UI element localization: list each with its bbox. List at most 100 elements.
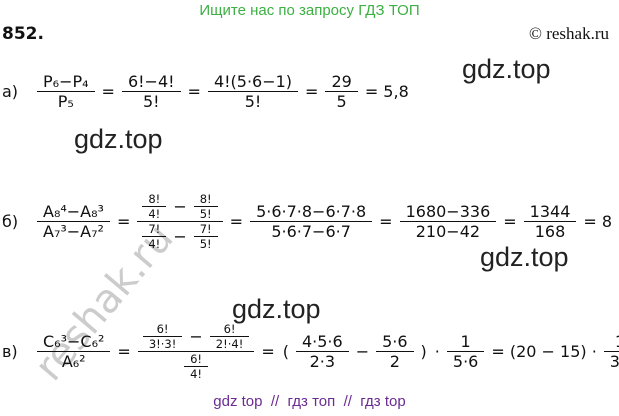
fraction-bar [193,206,218,207]
math-text: = 5,8 [364,82,409,101]
denominator: P₅ [52,92,80,111]
math-text: 5·6 [452,352,479,371]
fraction-bar [137,221,223,222]
numerator: 8! 4! −8! 5! [137,192,222,221]
numerator: 1 [455,332,477,351]
numerator: A₈⁴−A₈³ [37,202,110,221]
fraction-bar [37,221,110,222]
fraction-bar [37,351,111,352]
banner: Ищите нас по запросу ГДЗ ТОП [199,2,420,19]
math-text: − [355,342,370,361]
numerator: 1 [609,332,619,351]
numerator: 1680−336 [400,202,497,221]
numerator: 5·6·7·8−6·7·8 [250,202,372,221]
fraction-bar [142,236,167,237]
fraction: 7! 4! [142,222,167,251]
fraction-bar [137,351,255,352]
math-text: = (20 − 15) · [491,342,597,361]
numerator: 6! 3!·3! −6! 2!·4! [138,322,255,351]
math-text: − [189,327,203,346]
problem: а) P₆−P₄ P₅ = 6!−4! 5! = 4!(5·6−1) 5! = 29 5 = 5,8 [2,72,413,111]
exercise-number: 852. [2,24,44,44]
denominator: 2!·4! [210,337,250,351]
numerator: 4·5·6 [296,332,349,351]
math-text: 4!(5·6−1) [213,72,293,91]
math-text: ( [282,342,289,361]
math-text: 5 [336,92,347,111]
fraction-bar [193,236,218,237]
numerator: 6! [184,352,208,366]
fraction: 29 5 [325,72,358,111]
fraction: 8! 4! −8! 5! 7! 4! −7! 5! [137,192,223,251]
numerator: P₆−P₄ [37,72,95,91]
denominator: 5! [239,92,268,111]
math-text: 29 [331,72,352,91]
math-text: 2!·4! [215,337,244,351]
math-text: 4! [148,237,161,251]
math-text: 5! [199,237,212,251]
watermark: gdz.top [462,54,551,84]
denominator: 6! 4! [179,352,213,381]
math-text: P₆−P₄ [43,72,89,91]
denominator: 30 [604,352,619,371]
denominator: 7! 4! −7! 5! [137,222,222,251]
math-text: 7! [148,222,161,236]
math-text: C₆³−C₆² [43,332,105,351]
numerator: 1344 [524,202,577,221]
math-text: 3!·3! [148,337,177,351]
numerator: 7! [194,222,218,236]
fraction-bar [399,221,497,222]
problem-label: а) [2,82,19,101]
math-text: A₆² [61,352,86,371]
math-text: 6! [156,322,169,336]
math-text: 5! [244,92,262,111]
denominator: 4! [142,237,166,251]
numerator: 29 [325,72,357,91]
denominator: 5! [137,92,166,111]
fraction-bar [121,91,181,92]
math-text: = 8 [583,212,613,231]
math-text: 6! [190,352,203,366]
watermark: gdz.top [480,242,569,272]
math-text: 6! [223,322,236,336]
math-text: − [173,227,187,246]
fraction-bar [446,351,485,352]
math-text: = [116,212,131,231]
fraction: 6! 3!·3! −6! 2!·4! 6! 4! [137,322,255,381]
numerator: C₆³−C₆² [37,332,110,351]
math-text: 1 [615,332,619,351]
denominator: 5·6·7−6·7 [265,222,357,241]
denominator: A₆² [56,352,92,371]
numerator: 4!(5·6−1) [208,72,298,91]
math-text: = [503,212,517,231]
math-text: 30 [609,352,619,371]
denominator: 4! [184,367,208,381]
math-text: A₈⁴−A₈³ [43,202,104,221]
fraction: 1344 168 [523,202,577,241]
fraction-bar [142,336,183,337]
fraction: 4!(5·6−1) 5! [207,72,299,111]
math-text: 1344 [529,202,571,221]
denominator: A₇³−A₇² [37,222,110,241]
math-text: = [305,82,319,101]
fraction-bar [376,351,414,352]
numerator: 7! [142,222,166,236]
problem: в) C₆³−C₆² A₆² = 6! 3!·3! −6! 2!·4! 6! 4! =(4·5·6 2… [2,322,619,381]
footer: gdz top // гдз топ // гдз top [213,393,406,410]
fraction: 1 5·6 [446,332,485,371]
math-text: 4·5·6 [301,332,343,351]
math-text: = [261,342,275,361]
math-text: = [229,212,244,231]
fraction: 8! 4! [142,192,167,221]
fraction-bar [295,351,349,352]
denominator: 2 [384,352,406,371]
denominator: 5 [331,92,353,111]
denominator: 4! [142,207,166,221]
fraction: 4·5·6 2·3 [295,332,349,371]
math-text: = [379,212,393,231]
math-text: · [434,342,440,361]
problem-label: в) [2,342,18,361]
denominator: 2·3 [304,352,341,371]
copyright: © reshak.ru [529,24,609,43]
